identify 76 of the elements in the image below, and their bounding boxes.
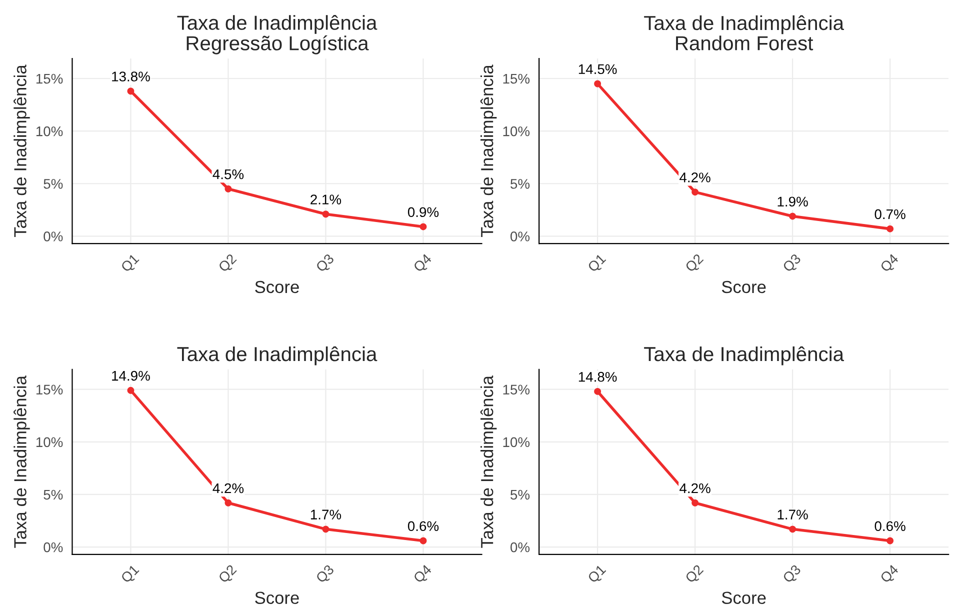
x-tick-label: Q3 — [782, 564, 804, 586]
point — [692, 499, 699, 506]
point — [594, 388, 602, 395]
x-tick-label: Q3 — [315, 564, 336, 586]
x-tick-label: Q2 — [684, 564, 706, 586]
y-axis-title: Taxa de Inadimplência — [480, 376, 497, 548]
y-tick-label: 15% — [36, 74, 63, 84]
point — [420, 537, 427, 544]
y-axis-title: Taxa de Inadimplência — [14, 64, 30, 238]
point — [322, 526, 330, 533]
x-axis-title: Score — [722, 280, 766, 294]
y-tick-label: 5% — [44, 490, 63, 500]
point — [224, 499, 232, 506]
data-label: 4.5% — [212, 169, 244, 180]
data-label: 0.6% — [874, 521, 906, 532]
data-label: 4.2% — [212, 483, 244, 494]
y-tick-label: 15% — [36, 384, 63, 395]
x-tick-label: Q2 — [218, 253, 239, 274]
point — [789, 212, 796, 220]
y-tick-label: 15% — [503, 74, 530, 84]
x-axis-title: Score — [722, 592, 766, 604]
x-tick-label: Q4 — [412, 564, 434, 586]
y-tick-label: 5% — [510, 179, 530, 189]
x-axis-title: Score — [255, 280, 299, 294]
x-tick-label: Q4 — [412, 253, 434, 274]
chart-title: Taxa de Inadimplência Regressão Logística — [177, 15, 378, 54]
x-tick-label: Q4 — [880, 564, 901, 586]
y-tick-label: 0% — [510, 542, 530, 552]
y-tick-label: 0% — [44, 542, 63, 552]
y-tick-label: 5% — [44, 179, 63, 189]
data-label: 0.6% — [408, 521, 439, 532]
data-label: 0.9% — [408, 207, 439, 218]
y-tick-label: 0% — [510, 232, 530, 242]
data-label: 1.7% — [310, 510, 342, 520]
point — [420, 223, 427, 230]
data-label: 1.9% — [778, 196, 808, 207]
y-tick-label: 10% — [503, 126, 530, 136]
x-axis-title: Score — [255, 592, 299, 604]
data-label: 2.1% — [310, 194, 342, 204]
y-tick-label: 0% — [44, 232, 63, 242]
data-label: 13.8% — [112, 72, 150, 82]
data-label: 14.9% — [112, 370, 150, 381]
chart-title: Taxa de Inadimplência Random Forest — [644, 15, 844, 50]
data-label: 1.7% — [778, 510, 808, 520]
chart-title: Taxa de Inadimplência — [177, 346, 378, 366]
x-tick-label: Q1 — [587, 564, 608, 586]
y-tick-label: 15% — [503, 384, 530, 395]
y-axis-title: Taxa de Inadimplência — [480, 64, 497, 238]
point — [322, 210, 330, 218]
point — [886, 225, 894, 232]
y-tick-label: 10% — [36, 126, 63, 136]
point — [127, 386, 134, 394]
point — [127, 88, 134, 95]
data-label: 4.2% — [680, 172, 710, 182]
chart-title: Taxa de Inadimplência — [644, 346, 844, 366]
y-tick-label: 10% — [503, 437, 530, 448]
x-tick-label: Q1 — [120, 564, 142, 586]
data-label: 4.2% — [680, 483, 710, 494]
data-label: 14.8% — [578, 372, 617, 382]
point — [789, 526, 796, 533]
x-tick-label: Q1 — [587, 253, 608, 274]
point — [594, 80, 602, 88]
point — [886, 537, 894, 544]
x-tick-label: Q2 — [684, 253, 706, 274]
x-tick-label: Q3 — [782, 253, 804, 274]
x-tick-label: Q1 — [120, 253, 142, 274]
point — [692, 188, 699, 196]
y-axis-title: Taxa de Inadimplência — [14, 376, 30, 548]
x-tick-label: Q4 — [880, 253, 901, 274]
data-label: 14.5% — [578, 64, 617, 74]
x-tick-label: Q3 — [315, 253, 336, 274]
point — [224, 185, 232, 192]
data-label: 0.7% — [874, 209, 906, 220]
y-tick-label: 10% — [36, 437, 63, 448]
y-tick-label: 5% — [510, 490, 530, 500]
x-tick-label: Q2 — [218, 564, 239, 586]
